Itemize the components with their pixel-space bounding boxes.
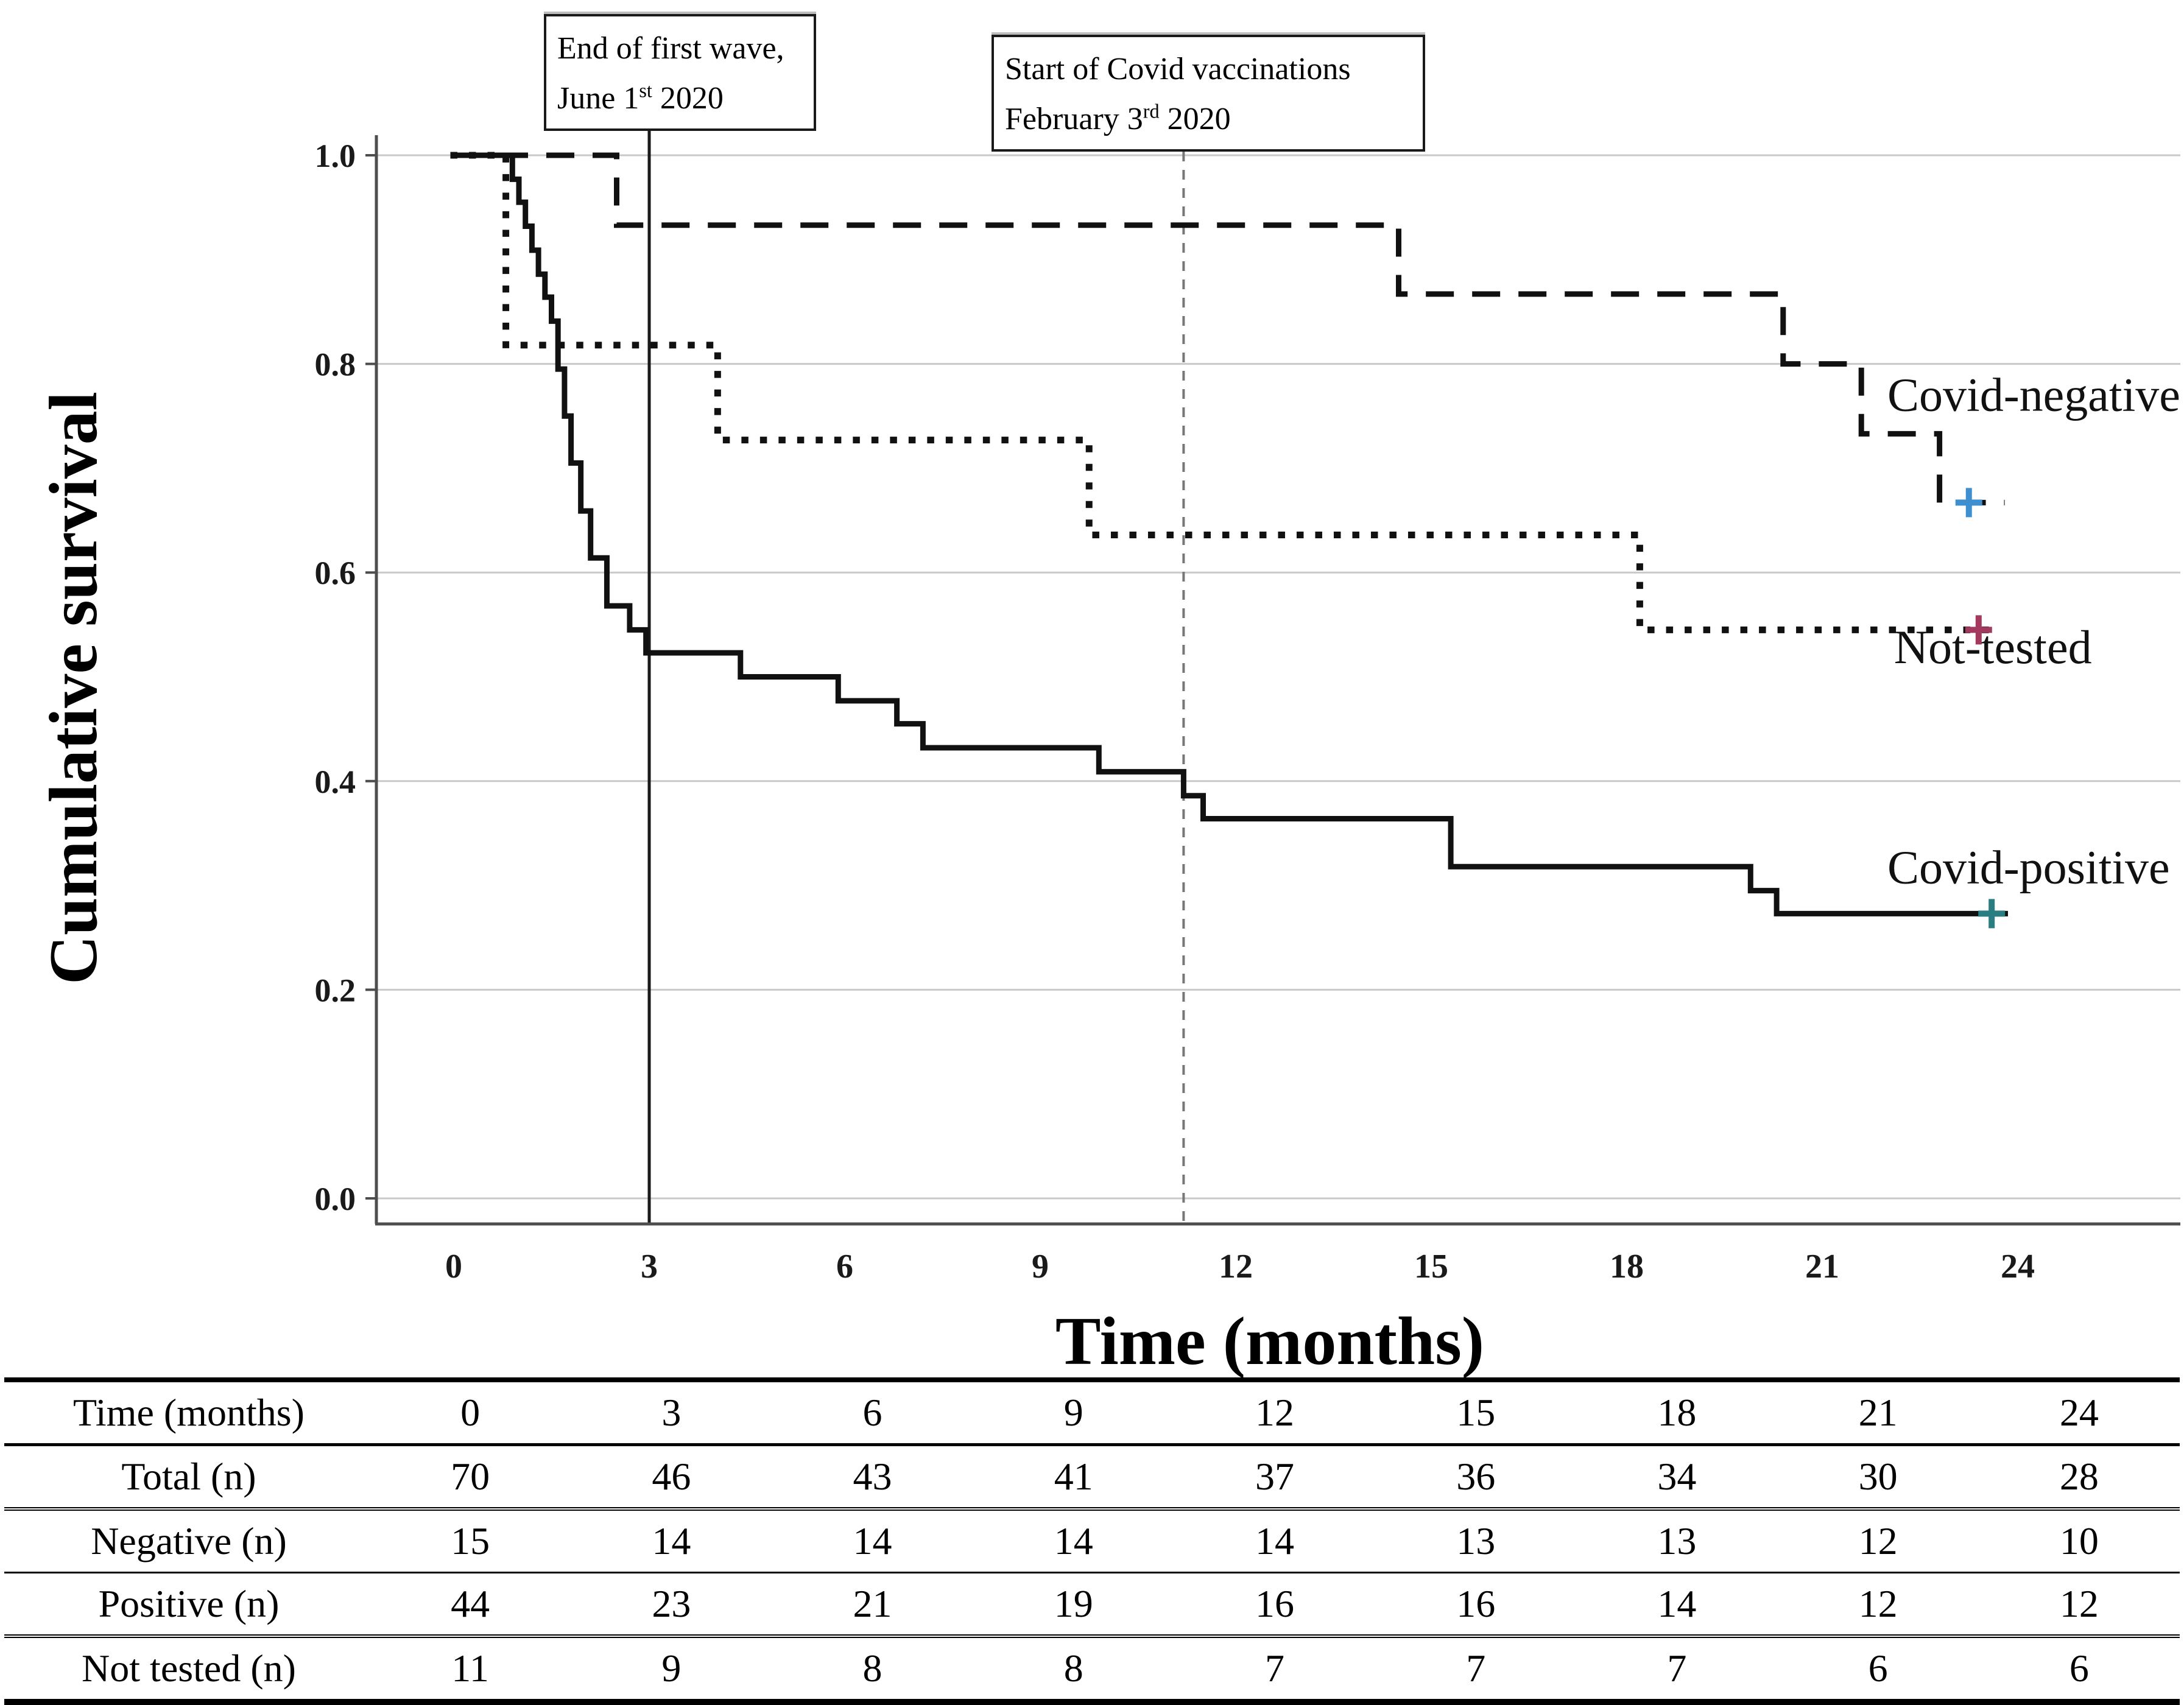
risk-table-cell: 12: [1174, 1380, 1376, 1446]
y-axis-tick-label: 0.2: [315, 972, 356, 1008]
risk-table-cell: 46: [571, 1444, 772, 1511]
risk-table-row: Time (months) 0 3 6 9 12 15 18 21 24: [4, 1380, 2180, 1446]
annotation-line: End of first wave,: [557, 31, 784, 66]
annotation-start-of-vaccinations: Start of Covid vaccinations February 3rd…: [992, 35, 1425, 152]
risk-table-cell: 14: [571, 1509, 772, 1573]
curve-label-covid-negative: Covid-negative: [1887, 368, 2180, 421]
risk-table-cell: 12: [1777, 1509, 1979, 1573]
risk-table-row-label: Time (months): [4, 1380, 370, 1446]
x-axis-tick-label: 18: [1610, 1248, 1644, 1285]
risk-table-cell: 21: [1777, 1380, 1979, 1446]
risk-table-cell: 3: [571, 1380, 772, 1446]
annotation-line: Start of Covid vaccinations: [1005, 52, 1351, 86]
y-axis-tick-label: 0.0: [315, 1181, 356, 1217]
risk-table-cell: 14: [1576, 1572, 1778, 1638]
x-axis-tick-label: 9: [1032, 1248, 1049, 1285]
risk-table-cell: 6: [2069, 1647, 2089, 1690]
annotation-end-of-first-wave: End of first wave, June 1st 2020: [544, 14, 816, 131]
risk-table-cell: 37: [1174, 1444, 1376, 1511]
risk-table-cell: 70: [370, 1444, 571, 1511]
y-axis-tick-label: 0.6: [315, 555, 356, 591]
y-axis-tick-label: 0.8: [315, 346, 356, 383]
y-axis-title: Cumulative survival: [36, 392, 111, 985]
km-curve-covid-negative: [454, 152, 2005, 505]
km-chart-svg: Cumulative survival Time (months) 1.0 0.8…: [36, 131, 2180, 1377]
risk-table-cell: 7: [1667, 1647, 1687, 1690]
risk-table-cell: 14: [772, 1509, 973, 1573]
annotation-line: June 1st 2020: [557, 79, 724, 116]
risk-table-cell: 23: [571, 1572, 772, 1638]
risk-table-cell: 36: [1375, 1444, 1577, 1511]
annotation-line: February 3rd 2020: [1005, 100, 1231, 136]
y-axis-tick-label: 1.0: [315, 138, 356, 174]
risk-table-cell: 6: [1868, 1647, 1888, 1690]
risk-table-cell: 8: [862, 1647, 882, 1690]
risk-table-row: Total (n) 70 46 43 41 37 36 34 30 28: [4, 1444, 2180, 1511]
x-axis-tick-label: 24: [2001, 1248, 2035, 1285]
y-axis-tick-label: 0.4: [315, 764, 356, 800]
risk-table-row-label: Total (n): [4, 1444, 370, 1511]
curve-label-covid-positive: Covid-positive: [1887, 841, 2170, 894]
risk-table-row: Negative (n) 15 14 14 14 14 13 13 12 10: [4, 1509, 2180, 1573]
risk-table-cell: 15: [1375, 1380, 1577, 1446]
risk-table-cell: 24: [1978, 1380, 2180, 1446]
risk-table-cell: 41: [973, 1444, 1174, 1511]
x-axis-tick-label: 3: [641, 1248, 658, 1285]
risk-table-cell: 28: [1978, 1444, 2180, 1511]
risk-table-cell: 16: [1375, 1572, 1577, 1638]
curve-label-not-tested: Not-tested: [1894, 620, 2092, 673]
risk-table-cell: 18: [1576, 1380, 1778, 1446]
risk-table-row-label: Positive (n): [4, 1572, 370, 1638]
risk-table-cell: 19: [973, 1572, 1174, 1638]
km-curve-covid-positive: [454, 152, 2008, 916]
risk-table-cell: 0: [370, 1380, 571, 1446]
x-axis-tick-label: 15: [1414, 1248, 1448, 1285]
risk-table-cell: 12: [1777, 1572, 1979, 1638]
km-curve-not-tested: [450, 152, 2005, 633]
risk-table-cell: 43: [772, 1444, 973, 1511]
risk-table-cell: 21: [772, 1572, 973, 1638]
risk-table-cell: 30: [1777, 1444, 1979, 1511]
x-axis-tick-label: 21: [1805, 1248, 1839, 1285]
risk-table-cell: 16: [1174, 1572, 1376, 1638]
risk-table-row: Positive (n) 44 23 21 19 16 16 14 12 12: [4, 1572, 2180, 1638]
risk-table-cell: 44: [370, 1572, 571, 1638]
risk-table-cell: 14: [1174, 1509, 1376, 1573]
km-survival-chart: Cumulative survival Time (months) 1.0 0.8…: [36, 14, 2180, 1377]
x-axis-tick-label: 0: [445, 1248, 462, 1285]
risk-table-cell: 7: [1264, 1647, 1284, 1690]
x-axis-tick-label: 6: [836, 1248, 853, 1285]
risk-table-cell: 8: [1063, 1647, 1083, 1690]
x-axis-tick-label: 12: [1219, 1248, 1253, 1285]
number-at-risk-table: Time (months) 0 3 6 9 12 15 18 21 24 Total (n) 70 46…: [4, 1377, 2180, 1705]
risk-table-row-label: Not tested (n): [82, 1647, 296, 1690]
risk-table-cell: 6: [772, 1380, 973, 1446]
risk-table-cell: 9: [973, 1380, 1174, 1446]
risk-table-cell: 12: [1978, 1572, 2180, 1638]
x-axis-title: Time (months): [1055, 1304, 1484, 1377]
risk-table-cell: 13: [1375, 1509, 1577, 1573]
risk-table-cell: 13: [1576, 1509, 1778, 1573]
risk-table-cell: 7: [1466, 1647, 1486, 1690]
risk-table-cell: 10: [1978, 1509, 2180, 1573]
risk-table-cell: 14: [973, 1509, 1174, 1573]
risk-table-cell: 34: [1576, 1444, 1778, 1511]
risk-table-body: Time (months) 0 3 6 9 12 15 18 21 24 Total (n) 70 46…: [4, 1380, 2180, 1702]
risk-table-row-label: Negative (n): [4, 1509, 370, 1573]
risk-table-cell: 15: [370, 1509, 571, 1573]
risk-table-row: Not tested (n) 11 9 8 8 7 7 7 6 6: [4, 1636, 2180, 1702]
risk-table-cell: 11: [451, 1647, 489, 1690]
risk-table-cell: 9: [661, 1647, 682, 1690]
